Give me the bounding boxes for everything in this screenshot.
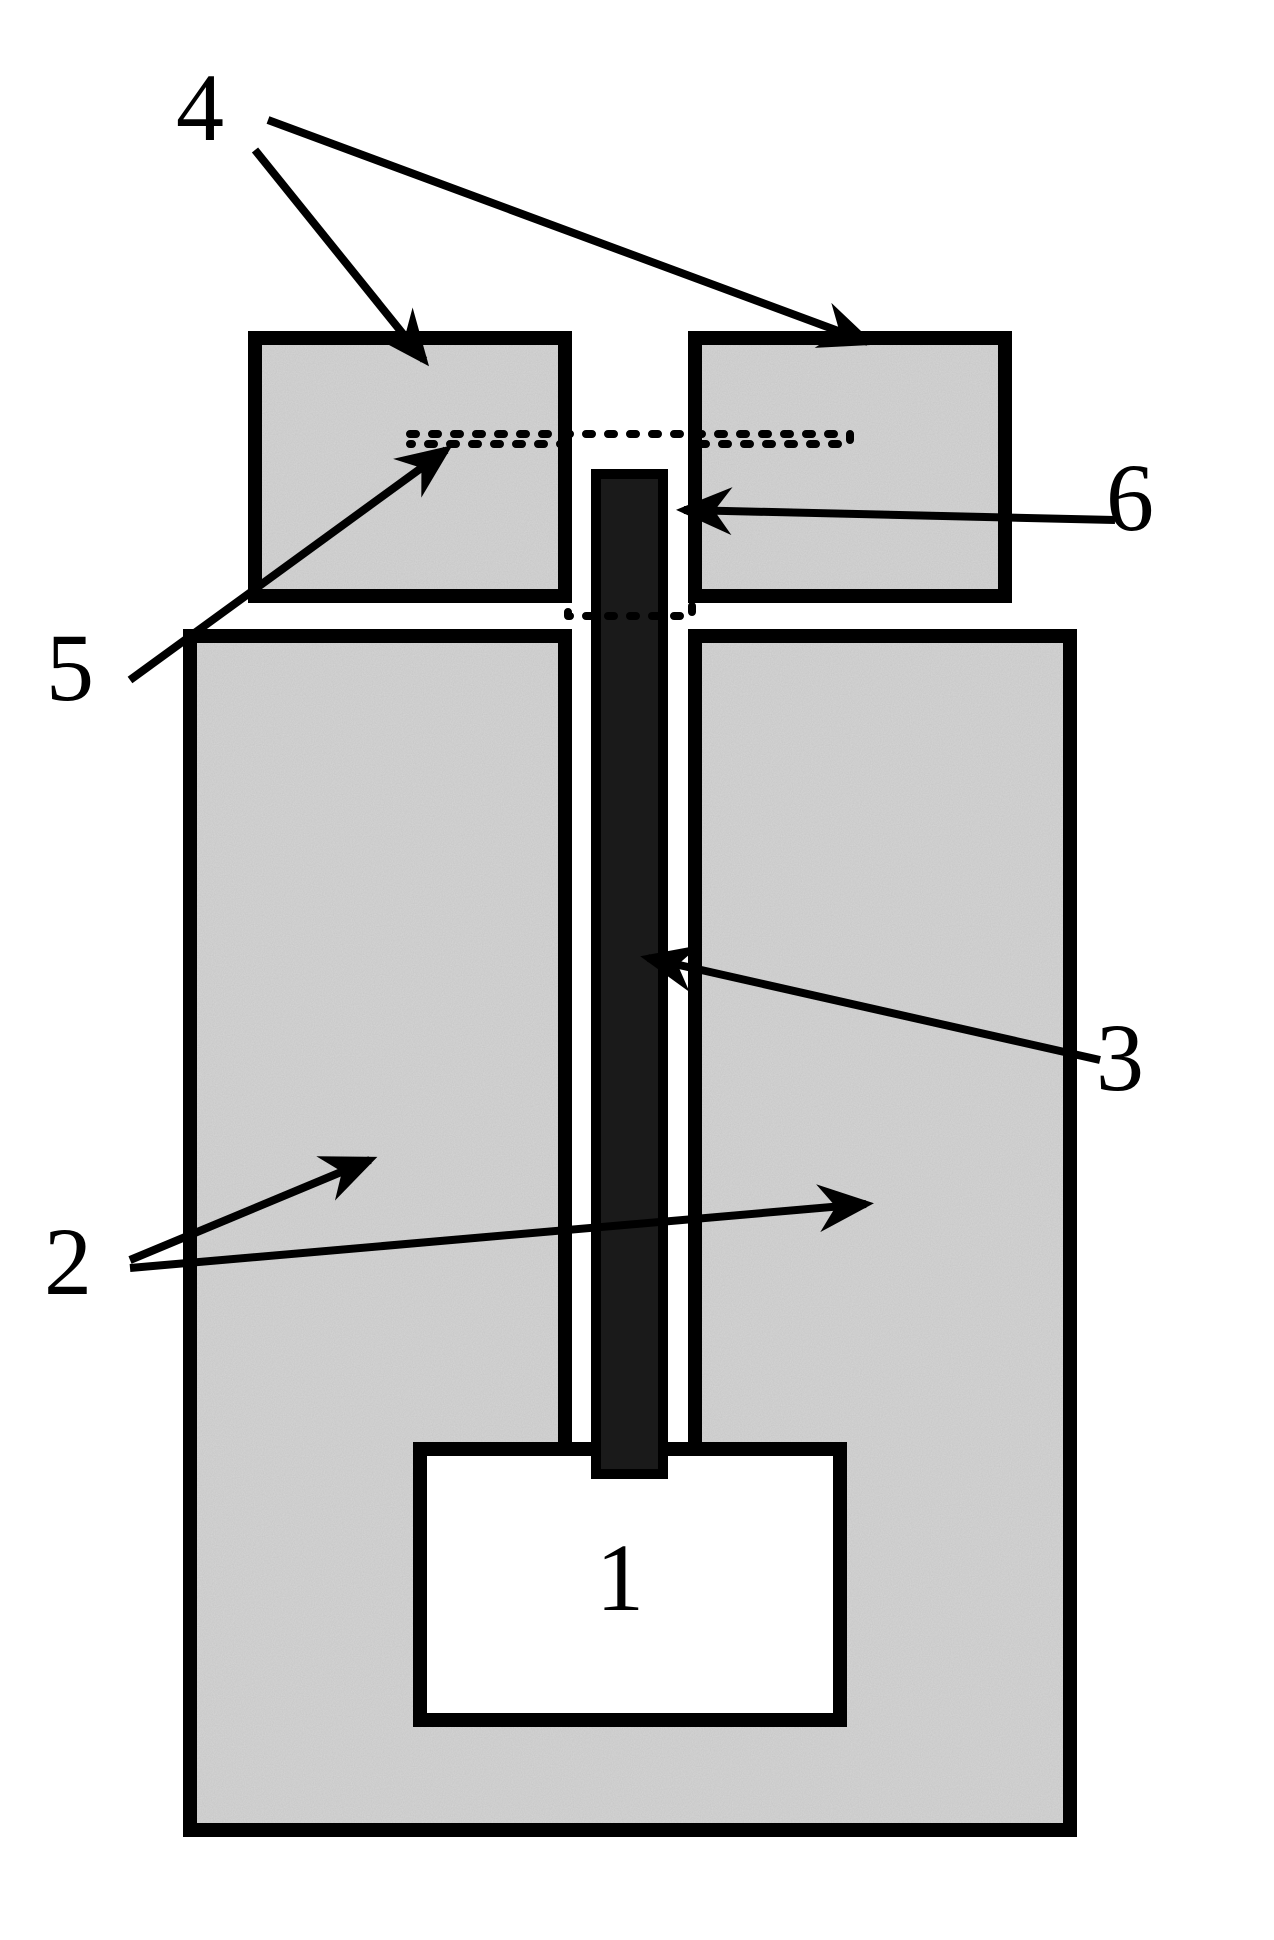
- label-5: 5: [46, 614, 94, 721]
- label-3: 3: [1096, 1004, 1144, 1111]
- label-2: 2: [44, 1208, 92, 1315]
- label-1: 1: [596, 1524, 644, 1631]
- label-6: 6: [1106, 444, 1154, 551]
- schematic-diagram: 1 2 3 4 5 6: [0, 0, 1274, 1940]
- central-dark-bar: [596, 474, 663, 1474]
- arrow-a4_right: [268, 120, 868, 342]
- arrow-a4_left: [255, 150, 424, 360]
- label-4: 4: [176, 54, 224, 161]
- top-right-block: [695, 338, 1005, 596]
